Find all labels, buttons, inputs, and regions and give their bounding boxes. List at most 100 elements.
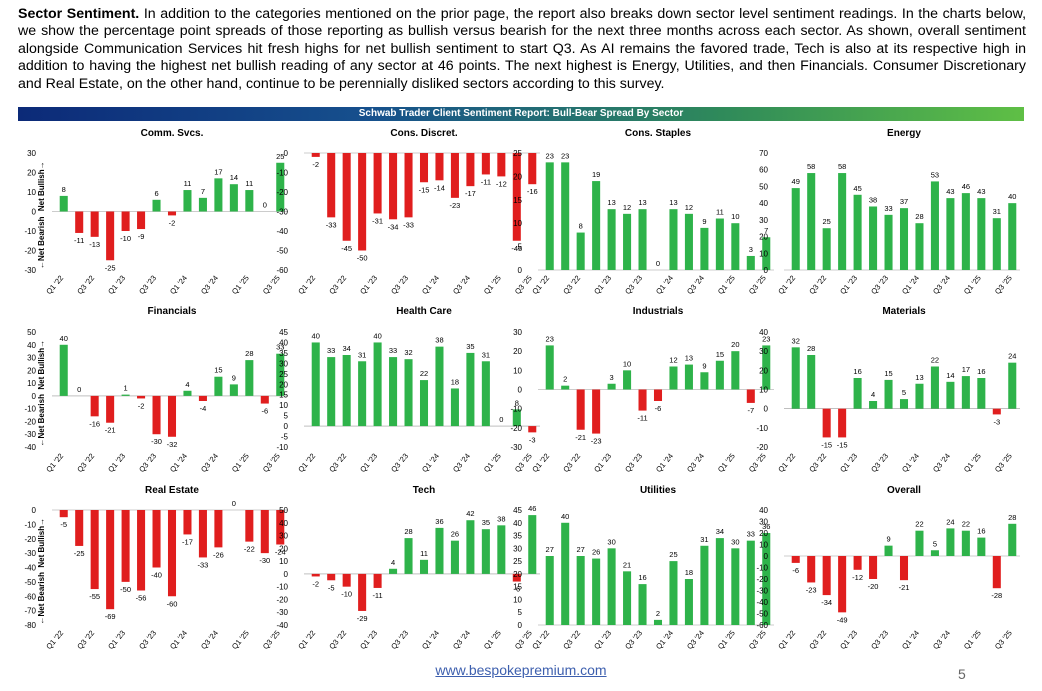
data-label: 43 <box>977 187 985 196</box>
y-tick-label: 20 <box>513 347 522 356</box>
y-tick-label: 20 <box>27 169 36 178</box>
data-label: 12 <box>669 356 677 365</box>
data-label: 10 <box>731 212 739 221</box>
data-label: 42 <box>466 509 474 518</box>
bar <box>623 571 632 625</box>
x-tick-label: Q3 '22 <box>807 629 828 652</box>
y-tick-label: -30 <box>24 430 36 439</box>
bar <box>607 383 616 390</box>
data-label: 28 <box>1008 513 1016 522</box>
y-tick-label: -10 <box>276 443 288 452</box>
bar <box>512 153 521 241</box>
data-label: 38 <box>869 195 877 204</box>
data-label: 22 <box>420 369 428 378</box>
data-label: 14 <box>946 371 954 380</box>
data-label: 5 <box>933 539 937 548</box>
bar <box>884 379 893 409</box>
data-label: 13 <box>669 198 677 207</box>
bar <box>404 359 413 427</box>
y-tick-label: 10 <box>759 541 768 550</box>
data-label: -23 <box>806 585 817 594</box>
bar <box>404 153 413 218</box>
bar <box>915 223 924 270</box>
bar <box>592 389 601 434</box>
data-label: 30 <box>607 537 615 546</box>
data-label: 33 <box>327 346 335 355</box>
bar <box>700 545 709 625</box>
data-label: -23 <box>591 437 602 446</box>
bar <box>276 162 285 212</box>
bar <box>915 383 924 409</box>
x-tick-label: Q3 '24 <box>931 629 952 652</box>
bar <box>977 537 986 556</box>
bar <box>561 522 570 625</box>
bar <box>214 510 223 548</box>
bar <box>1008 203 1017 270</box>
bar <box>576 389 585 430</box>
y-tick-label: 60 <box>759 166 768 175</box>
y-tick-label: 35 <box>513 532 522 541</box>
bar <box>528 426 537 433</box>
y-tick-label: -10 <box>276 583 288 592</box>
data-label: 34 <box>716 527 724 536</box>
data-label: 24 <box>1008 352 1016 361</box>
bar <box>791 347 800 409</box>
x-tick-label: Q3 '24 <box>199 629 220 652</box>
chart-title: Financials <box>148 306 197 317</box>
y-tick-label: 0 <box>764 266 769 275</box>
y-tick-label: -20 <box>510 424 522 433</box>
data-label: 7 <box>764 226 768 235</box>
x-tick-label: Q1 '23 <box>838 452 859 475</box>
bar <box>389 357 398 427</box>
data-label: 2 <box>656 609 660 618</box>
data-label: -45 <box>511 244 522 253</box>
data-label: -11 <box>481 177 491 186</box>
data-label: -16 <box>527 187 538 196</box>
y-tick-label: -10 <box>510 405 522 414</box>
x-tick-label: Q1 '23 <box>106 274 127 297</box>
data-label: -33 <box>326 220 337 229</box>
bar <box>137 395 146 399</box>
y-tick-label: 0 <box>284 149 289 158</box>
y-tick-label: 20 <box>279 544 288 553</box>
x-tick-label: Q1 '22 <box>296 452 317 475</box>
data-label: 25 <box>276 152 284 161</box>
bar <box>528 153 537 185</box>
y-tick-label: 30 <box>759 216 768 225</box>
x-tick-label: Q1 '22 <box>296 629 317 652</box>
data-label: 40 <box>373 331 381 340</box>
bar <box>389 153 398 220</box>
data-label: -3 <box>529 435 536 444</box>
y-tick-label: -10 <box>24 227 36 236</box>
data-label: 13 <box>607 198 615 207</box>
y-tick-label: 0 <box>518 386 523 395</box>
data-label: -17 <box>465 189 476 198</box>
data-label: -16 <box>89 419 100 428</box>
y-tick-label: -40 <box>24 443 36 452</box>
data-label: 43 <box>946 187 954 196</box>
x-tick-label: Q1 '22 <box>44 274 65 297</box>
x-tick-label: Q1 '23 <box>838 629 859 652</box>
x-tick-label: Q3 '22 <box>561 452 582 475</box>
x-tick-label: Q1 '22 <box>776 629 797 652</box>
footer-link[interactable]: www.bespokepremium.com <box>0 662 1042 678</box>
bar <box>419 153 429 183</box>
bar <box>260 510 269 554</box>
data-label: 38 <box>435 336 443 345</box>
data-label: 20 <box>731 340 739 349</box>
x-tick-label: Q3 '24 <box>685 452 706 475</box>
y-tick-label: -40 <box>24 564 36 573</box>
x-tick-label: Q1 '22 <box>44 452 65 475</box>
data-label: 21 <box>623 560 631 569</box>
y-tick-label: 30 <box>759 347 768 356</box>
data-label: -17 <box>182 537 193 546</box>
data-label: 32 <box>404 348 412 357</box>
bar <box>992 218 1001 270</box>
data-label: 17 <box>962 365 970 374</box>
footer-url[interactable]: www.bespokepremium.com <box>435 662 607 678</box>
x-tick-label: Q3 '24 <box>931 452 952 475</box>
bar <box>638 389 647 411</box>
x-tick-label: Q3 '23 <box>137 274 158 297</box>
data-label: 31 <box>700 535 708 544</box>
data-label: 15 <box>716 350 724 359</box>
